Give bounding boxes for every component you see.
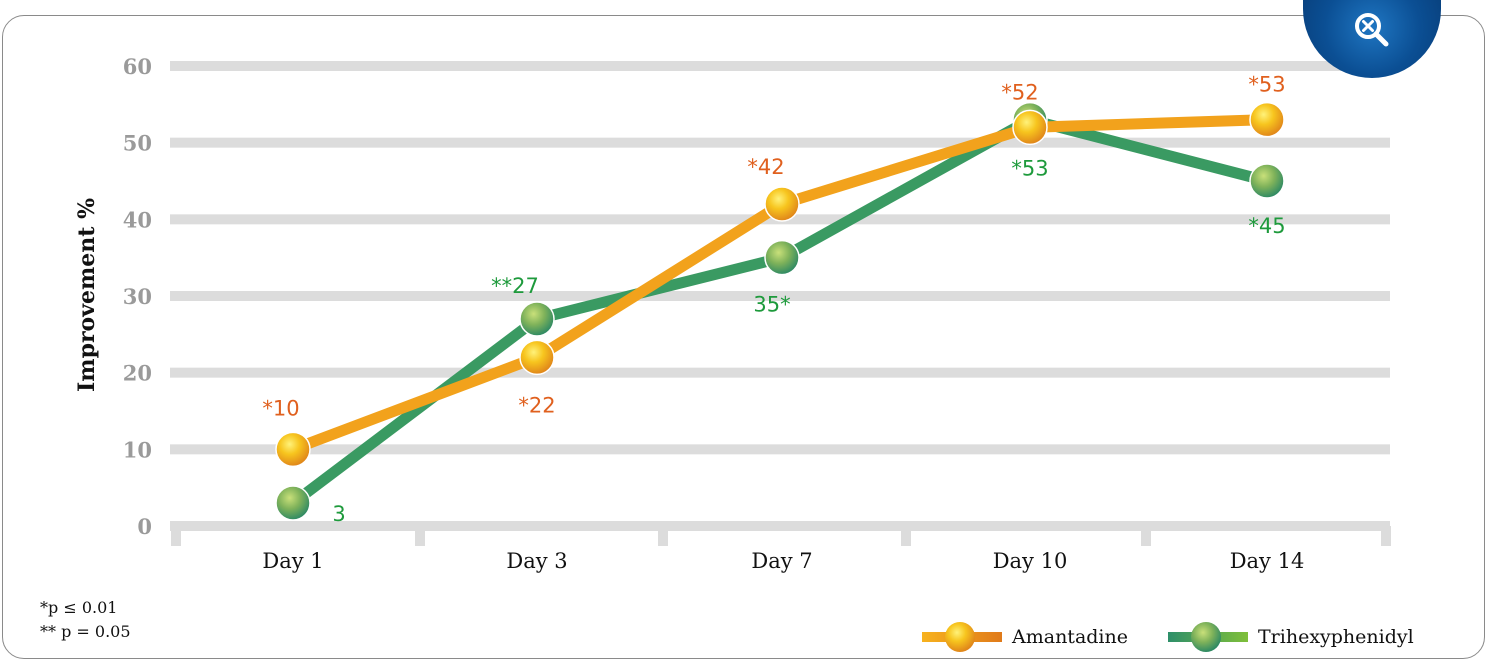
x-axis-tick — [901, 526, 911, 546]
data-point-trihexyphenidyl — [1249, 163, 1285, 199]
x-axis-tick — [658, 526, 668, 546]
y-tick-label: 10 — [123, 437, 152, 462]
legend-label-trihexyphenidyl: Trihexyphenidyl — [1258, 626, 1414, 648]
y-tick-label: 60 — [123, 54, 152, 79]
x-axis-tick — [415, 526, 425, 546]
data-point-amantadine — [275, 431, 311, 468]
x-tick-label: Day 3 — [506, 549, 567, 573]
data-label-amantadine: *42 — [747, 155, 784, 179]
x-axis-tick — [1141, 526, 1151, 546]
data-point-amantadine — [519, 339, 555, 376]
x-tick-label: Day 10 — [993, 549, 1068, 573]
legend-item-amantadine: Amantadine — [922, 620, 1128, 654]
data-point-amantadine — [764, 186, 800, 222]
legend-swatch-trihexyphenidyl — [1168, 622, 1248, 652]
data-label-trihexyphenidyl: 3 — [332, 502, 345, 526]
data-point-trihexyphenidyl — [764, 239, 800, 276]
data-label-amantadine: *53 — [1248, 73, 1285, 97]
x-tick-label: Day 14 — [1230, 549, 1305, 573]
data-label-trihexyphenidyl: **27 — [491, 274, 539, 298]
data-label-trihexyphenidyl: 35* — [753, 293, 790, 317]
gridline — [170, 367, 1390, 378]
legend-label-amantadine: Amantadine — [1012, 626, 1128, 648]
y-tick-label: 20 — [123, 361, 152, 386]
x-axis-line — [170, 521, 1390, 531]
x-axis-tick — [1381, 526, 1391, 546]
data-label-amantadine: *22 — [518, 393, 555, 417]
x-axis-tick — [171, 526, 181, 546]
gridline — [170, 61, 1390, 71]
y-tick-label: 50 — [123, 131, 152, 156]
data-point-amantadine — [1012, 109, 1048, 146]
data-label-trihexyphenidyl: *53 — [1011, 157, 1048, 181]
footnote-significance-1: *p ≤ 0.01 — [40, 598, 118, 617]
y-tick-label: 40 — [123, 207, 152, 232]
legend-item-trihexyphenidyl: Trihexyphenidyl — [1168, 620, 1414, 654]
data-point-trihexyphenidyl — [275, 485, 311, 521]
gridline — [170, 137, 1390, 148]
footnote-significance-2: ** p = 0.05 — [40, 622, 131, 641]
data-label-amantadine: *10 — [262, 396, 299, 420]
gridline — [170, 444, 1390, 455]
y-axis-label: Improvement % — [74, 198, 100, 392]
legend-swatch-amantadine — [922, 622, 1002, 652]
data-point-amantadine — [1249, 101, 1285, 138]
data-label-amantadine: *52 — [1001, 80, 1038, 104]
data-point-trihexyphenidyl — [519, 301, 555, 337]
data-label-trihexyphenidyl: *45 — [1248, 214, 1285, 238]
x-tick-label: Day 1 — [262, 549, 323, 573]
search-close-icon — [1355, 13, 1389, 47]
gridline — [170, 291, 1390, 301]
y-tick-label: 30 — [123, 284, 152, 309]
x-tick-label: Day 7 — [751, 549, 812, 573]
y-tick-label: 0 — [137, 514, 152, 539]
